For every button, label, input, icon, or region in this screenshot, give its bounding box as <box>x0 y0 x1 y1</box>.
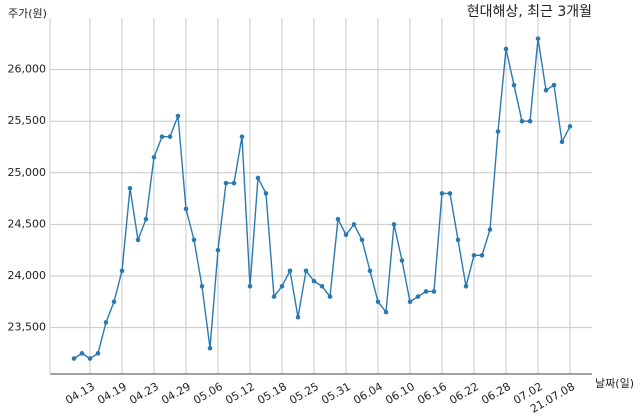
point <box>239 134 245 139</box>
point <box>527 118 533 124</box>
point <box>271 294 277 299</box>
x-tick-label: 06.10 <box>383 380 417 407</box>
line <box>73 38 571 360</box>
point <box>127 185 133 191</box>
point <box>111 299 117 305</box>
y-tick-label: 25,000 <box>8 166 47 179</box>
point <box>87 356 93 361</box>
point <box>519 118 525 124</box>
x-tick-label: 06.04 <box>351 380 385 407</box>
point <box>79 351 85 356</box>
point <box>463 283 469 289</box>
x-tick-label: 04.29 <box>159 380 193 407</box>
point <box>255 175 261 181</box>
point <box>295 314 301 320</box>
point <box>415 294 421 299</box>
point <box>431 289 437 294</box>
point <box>135 237 141 243</box>
x-tick-label: 04.23 <box>127 380 161 407</box>
y-tick-label: 24,500 <box>8 217 47 230</box>
x-tick-label: 06.22 <box>447 380 481 407</box>
x-tick-label: 05.31 <box>319 380 353 407</box>
point <box>143 216 149 222</box>
point <box>95 351 101 356</box>
x-tick-label: 05.25 <box>287 380 321 407</box>
point <box>215 247 221 253</box>
point <box>231 180 237 186</box>
point <box>327 294 333 299</box>
point <box>559 139 565 145</box>
point <box>479 253 485 258</box>
point <box>335 216 341 222</box>
point <box>159 134 165 139</box>
y-tick-label: 24,000 <box>8 269 47 282</box>
x-tick-label: 05.12 <box>223 380 257 407</box>
point <box>471 253 477 258</box>
point <box>319 283 325 289</box>
point <box>383 309 389 315</box>
point <box>351 222 357 227</box>
point <box>223 180 229 186</box>
point <box>175 113 181 119</box>
y-tick-label: 26,000 <box>8 63 47 76</box>
x-tick-label: 06.16 <box>415 380 449 407</box>
point <box>455 237 461 243</box>
point <box>399 258 405 263</box>
point <box>567 124 573 129</box>
point <box>287 268 293 274</box>
point <box>151 155 157 160</box>
point <box>343 232 349 237</box>
y-tick-label: 23,500 <box>8 321 47 334</box>
point <box>503 46 509 52</box>
point <box>191 237 197 243</box>
point <box>303 268 309 274</box>
point <box>535 36 541 41</box>
point <box>359 237 365 243</box>
point <box>183 206 189 212</box>
x-tick-label: 05.18 <box>255 380 289 407</box>
point <box>247 283 253 289</box>
point <box>391 222 397 227</box>
y-axis-label: 주가(원) <box>8 7 47 20</box>
point <box>199 283 205 289</box>
point <box>487 227 493 232</box>
point <box>551 82 557 88</box>
point <box>263 191 269 196</box>
point <box>447 191 453 196</box>
point <box>367 268 373 274</box>
point <box>439 191 445 196</box>
chart-title: 현대해상, 최근 3개월 <box>467 4 592 20</box>
x-tick-label: 05.06 <box>191 380 225 407</box>
point <box>495 129 501 134</box>
point <box>543 87 549 93</box>
point <box>119 268 125 274</box>
point <box>375 299 381 305</box>
point <box>511 82 517 88</box>
x-tick-label: 04.19 <box>95 380 129 407</box>
point <box>423 289 429 294</box>
point <box>71 356 77 361</box>
y-tick-label: 25,500 <box>8 114 47 127</box>
point <box>279 283 285 289</box>
point <box>311 278 317 284</box>
point <box>103 320 109 325</box>
x-axis-label: 날짜(일) <box>595 376 634 390</box>
point <box>407 299 413 305</box>
x-tick-label: 06.28 <box>479 380 513 407</box>
point <box>207 345 213 351</box>
x-tick-label: 04.13 <box>63 380 97 407</box>
point <box>167 134 173 139</box>
